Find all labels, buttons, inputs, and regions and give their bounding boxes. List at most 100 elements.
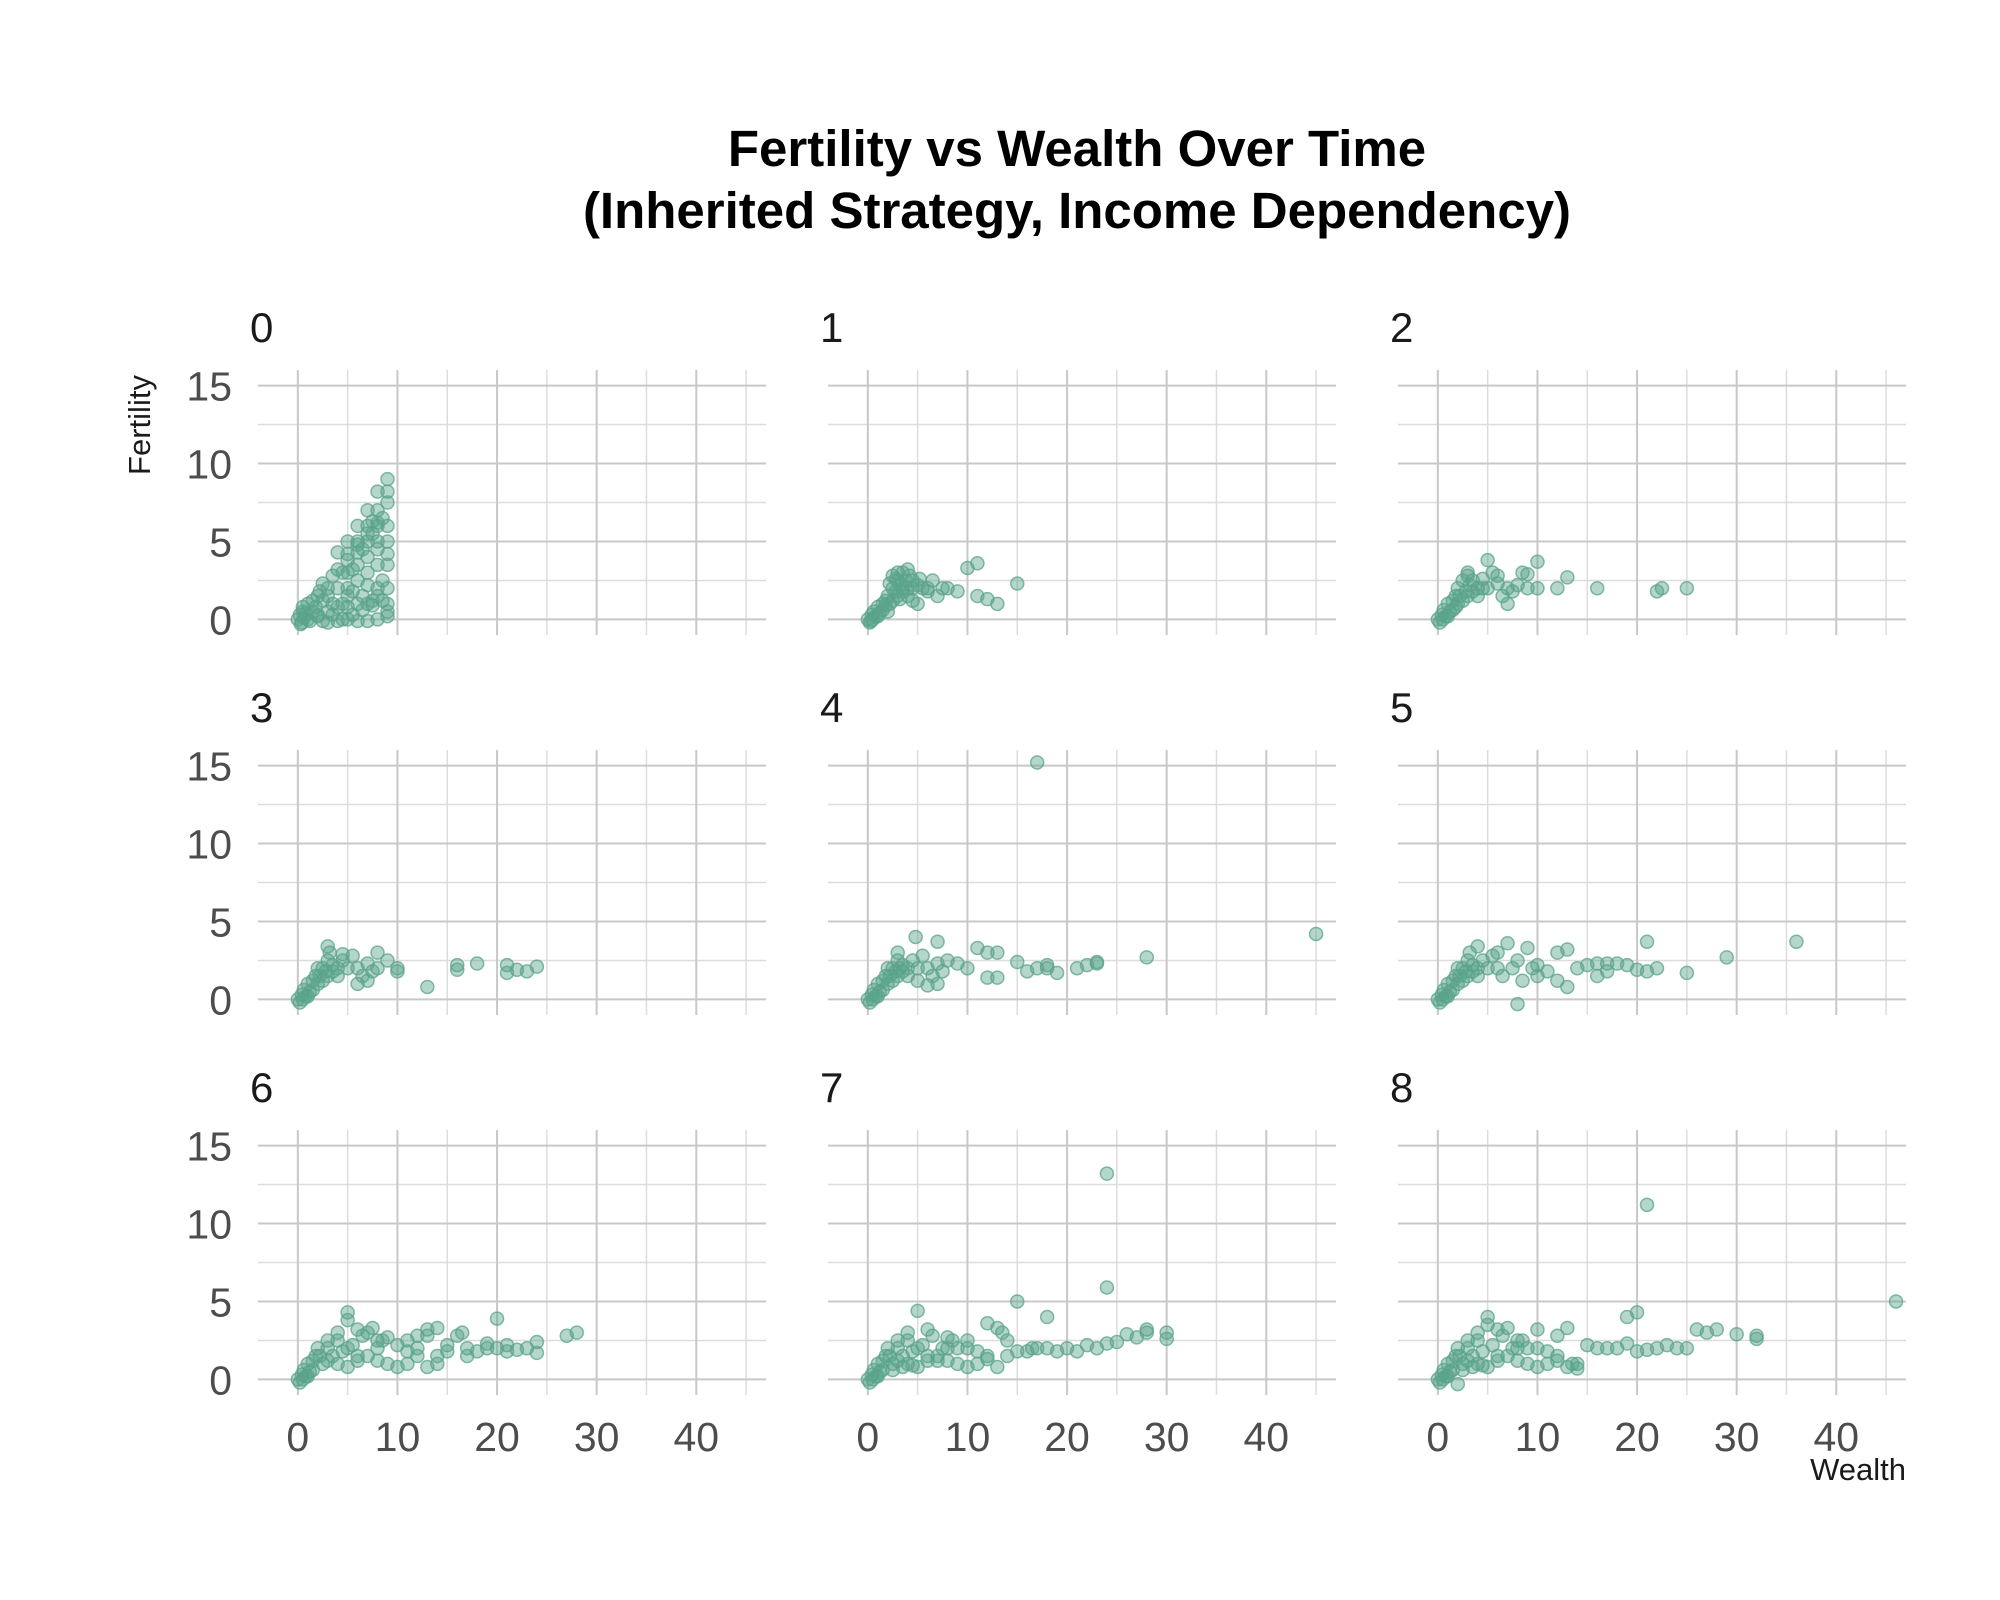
data-point bbox=[1520, 580, 1535, 596]
data-point bbox=[370, 484, 385, 499]
y-tick-label: 10 bbox=[186, 1202, 232, 1248]
data-point bbox=[479, 1340, 495, 1356]
data-point bbox=[380, 495, 395, 510]
data-point bbox=[365, 1320, 380, 1336]
data-point bbox=[489, 1311, 505, 1326]
data-point bbox=[360, 565, 375, 580]
facet-panel-7: 7 0 10 20 30 40 bbox=[820, 1064, 1336, 1460]
data-point bbox=[1139, 1322, 1154, 1337]
y-tick-label: 5 bbox=[209, 1279, 232, 1325]
data-point bbox=[410, 1348, 425, 1364]
x-tick-label: 40 bbox=[673, 1414, 719, 1460]
y-tick-label: 15 bbox=[186, 364, 232, 410]
data-point bbox=[529, 1345, 545, 1361]
data-point bbox=[340, 1305, 355, 1320]
data-point bbox=[420, 1359, 435, 1375]
data-point bbox=[350, 518, 365, 534]
data-point bbox=[529, 1334, 545, 1350]
data-point bbox=[529, 959, 545, 974]
facet-label-1: 1 bbox=[820, 304, 843, 351]
data-point bbox=[375, 593, 390, 608]
data-point bbox=[863, 613, 879, 629]
data-point bbox=[1679, 965, 1695, 981]
data-point bbox=[449, 962, 465, 978]
data-point bbox=[305, 1362, 321, 1378]
data-point bbox=[370, 557, 385, 573]
data-point bbox=[1550, 1348, 1565, 1364]
data-point bbox=[330, 1325, 345, 1340]
data-point bbox=[930, 588, 945, 604]
data-point bbox=[930, 1353, 945, 1368]
data-point bbox=[370, 945, 385, 960]
data-point bbox=[390, 964, 405, 979]
facet-label-0: 0 bbox=[250, 304, 273, 351]
data-point bbox=[315, 576, 330, 591]
data-point bbox=[440, 1344, 455, 1359]
data-point bbox=[1520, 1340, 1535, 1356]
data-point bbox=[1490, 960, 1505, 976]
data-point bbox=[325, 596, 340, 612]
x-tick-label: 40 bbox=[1813, 1414, 1859, 1460]
data-point bbox=[1490, 945, 1505, 960]
y-tick-label: 15 bbox=[186, 744, 232, 790]
data-point bbox=[569, 1325, 584, 1340]
data-point bbox=[1505, 1340, 1520, 1356]
data-point bbox=[469, 956, 485, 971]
data-point bbox=[920, 1322, 935, 1337]
data-point bbox=[330, 968, 345, 984]
data-point bbox=[1649, 960, 1665, 976]
data-point bbox=[370, 534, 385, 549]
data-point bbox=[890, 945, 905, 960]
data-point bbox=[1089, 954, 1105, 970]
data-point bbox=[1530, 1359, 1545, 1375]
data-point bbox=[1029, 755, 1045, 770]
data-point bbox=[1520, 940, 1535, 956]
facet-panel-8: 8 0 10 20 30 40 bbox=[1390, 1064, 1906, 1460]
facet-label-7: 7 bbox=[820, 1064, 843, 1111]
data-point bbox=[1460, 1333, 1475, 1348]
data-point bbox=[1560, 570, 1575, 585]
data-point bbox=[335, 946, 350, 962]
data-point bbox=[1460, 568, 1475, 584]
data-point bbox=[1729, 1326, 1744, 1342]
x-tick-label: 30 bbox=[1144, 1414, 1190, 1460]
data-point bbox=[479, 1336, 495, 1351]
data-point bbox=[1510, 1333, 1525, 1348]
facet-panel-3: 3 0 5 10 15 bbox=[186, 684, 766, 1023]
facet-panel-5: 5 bbox=[1390, 684, 1906, 1015]
x-tick-label: 10 bbox=[945, 1414, 991, 1460]
data-point bbox=[990, 945, 1005, 960]
facet-panel-4: 4 bbox=[820, 684, 1336, 1015]
data-point bbox=[350, 537, 365, 552]
x-axis-title: Wealth bbox=[1810, 1452, 1906, 1487]
data-point bbox=[1475, 571, 1490, 587]
data-point bbox=[1679, 580, 1695, 596]
y-tick-label: 15 bbox=[186, 1124, 232, 1170]
data-point bbox=[1530, 1322, 1545, 1337]
data-point bbox=[370, 580, 385, 596]
data-point bbox=[908, 929, 923, 945]
data-point bbox=[1049, 965, 1065, 981]
data-point bbox=[340, 1312, 355, 1328]
data-point bbox=[1639, 934, 1655, 949]
x-tick-label: 10 bbox=[1515, 1414, 1561, 1460]
facet-label-5: 5 bbox=[1390, 684, 1413, 731]
chart-title-line-1: Fertility vs Wealth Over Time bbox=[728, 120, 1426, 177]
data-point bbox=[865, 992, 881, 1007]
y-tick-label: 10 bbox=[186, 442, 232, 488]
facet-label-2: 2 bbox=[1390, 304, 1413, 351]
data-point bbox=[420, 979, 435, 995]
x-tick-label: 20 bbox=[1614, 1414, 1660, 1460]
data-point bbox=[990, 970, 1005, 985]
data-point bbox=[905, 573, 920, 588]
data-point bbox=[1490, 568, 1505, 584]
y-tick-label: 0 bbox=[209, 977, 232, 1023]
data-point bbox=[1589, 968, 1605, 984]
data-point bbox=[1448, 599, 1464, 615]
data-point bbox=[1039, 1309, 1055, 1325]
data-point bbox=[1789, 934, 1804, 949]
data-point bbox=[380, 471, 395, 487]
data-point bbox=[340, 552, 355, 568]
data-point bbox=[1480, 960, 1495, 976]
data-point bbox=[295, 992, 311, 1007]
